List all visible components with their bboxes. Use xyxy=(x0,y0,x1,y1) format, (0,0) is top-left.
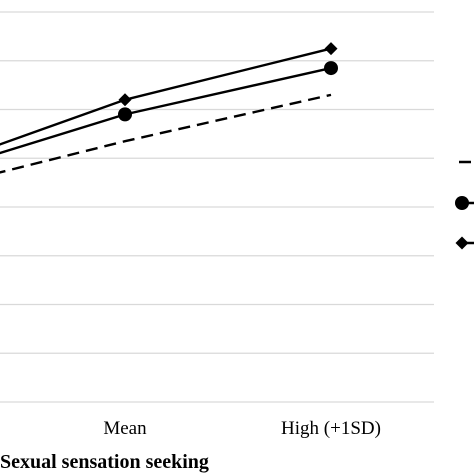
x-tick-label-high: High (+1SD) xyxy=(281,418,381,439)
gridlines xyxy=(0,11,434,403)
diamond-marker xyxy=(324,42,338,56)
x-tick-label-mean: Mean xyxy=(103,418,147,439)
series-line-1 xyxy=(0,93,332,174)
legend-swatch-marker-circle xyxy=(455,196,469,210)
series-group xyxy=(0,42,338,174)
legend xyxy=(455,160,474,250)
diamond-marker xyxy=(118,93,132,107)
circle-marker xyxy=(324,61,338,76)
x-tick-labels: Mean High (+1SD) xyxy=(103,418,381,439)
circle-marker xyxy=(118,107,132,122)
series-line-2 xyxy=(0,66,332,155)
legend-swatch-marker-diamond xyxy=(455,236,469,250)
x-axis-title: Sexual sensation seeking xyxy=(0,451,209,473)
series-line-3 xyxy=(0,47,332,146)
